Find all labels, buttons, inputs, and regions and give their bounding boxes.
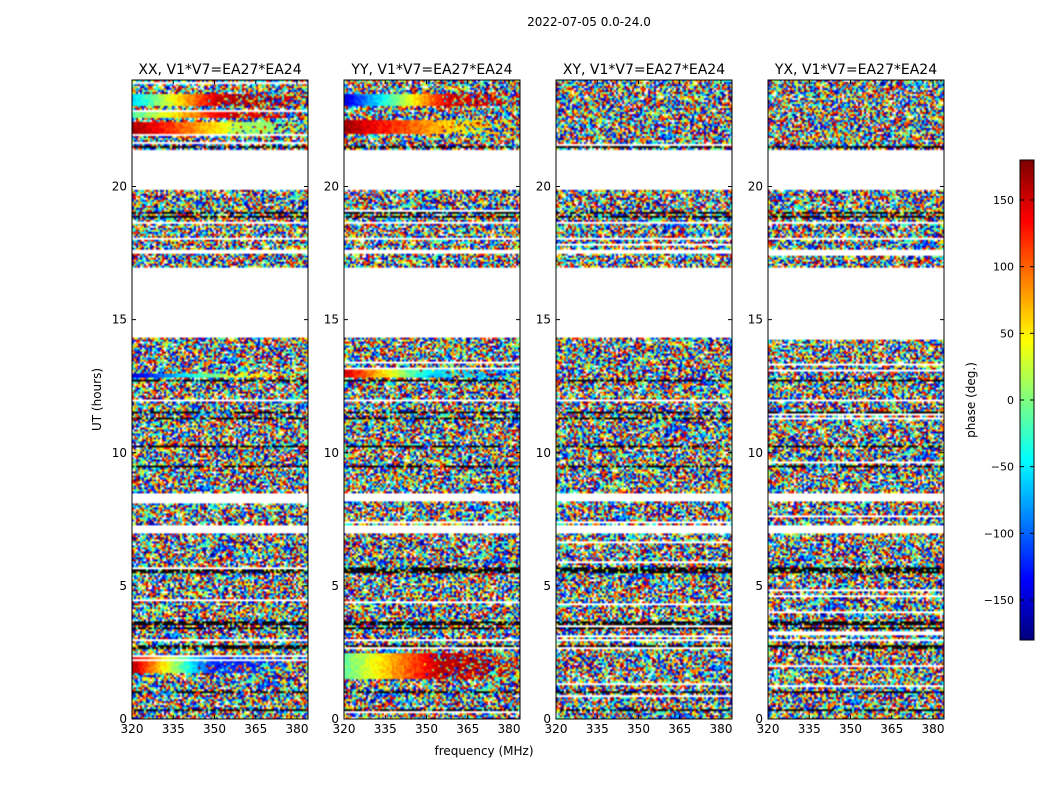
- heatmap-image: [768, 80, 944, 719]
- panel-title: XX, V1*V7=EA27*EA24: [138, 62, 301, 78]
- heatmap-image: [132, 80, 308, 719]
- y-tick-label: 5: [543, 579, 551, 593]
- colorbar-tick-label: 100: [993, 261, 1014, 274]
- y-tick-label: 20: [536, 180, 551, 194]
- y-tick-label: 0: [755, 712, 763, 726]
- panel-title: YX, V1*V7=EA27*EA24: [774, 62, 937, 78]
- colorbar-tick-label: −100: [984, 527, 1014, 540]
- y-tick-label: 10: [324, 446, 339, 460]
- heatmap-image: [344, 80, 520, 719]
- x-tick-label: 350: [839, 722, 862, 736]
- panel-2: XY, V1*V7=EA27*EA24 320 335 350 365 380 0 5 10 15…: [536, 62, 733, 736]
- x-tick-label: 350: [627, 722, 650, 736]
- panel-0: XX, V1*V7=EA27*EA24 320 335 350 365 380 0 5 10 15…: [90, 62, 309, 736]
- panel-3: YX, V1*V7=EA27*EA24 320 335 350 365 380 0 5 10 15…: [748, 62, 945, 736]
- y-tick-label: 0: [331, 712, 339, 726]
- x-tick-label: 380: [286, 722, 309, 736]
- x-tick-label: 335: [162, 722, 185, 736]
- y-tick-label: 15: [536, 313, 551, 327]
- x-tick-label: 380: [922, 722, 945, 736]
- x-tick-label: 350: [415, 722, 438, 736]
- x-tick-label: 335: [798, 722, 821, 736]
- colorbar-tick-label: −150: [984, 594, 1014, 607]
- x-tick-label: 350: [203, 722, 226, 736]
- panel-frame: [555, 79, 733, 720]
- y-tick-label: 20: [112, 180, 127, 194]
- colorbar-tick-label: 150: [993, 194, 1014, 207]
- panel-frame: [343, 79, 521, 720]
- figure-suptitle: 2022-07-05 0.0-24.0: [527, 15, 651, 29]
- y-tick-label: 5: [331, 579, 339, 593]
- colorbar-tick-label: 50: [1000, 327, 1014, 340]
- colorbar-ticks: 150 100 50 0 −50 −100 −150: [984, 194, 1034, 607]
- y-tick-label: 5: [119, 579, 127, 593]
- x-tick-label: 365: [668, 722, 691, 736]
- panel-frame: [767, 79, 945, 720]
- panel-title: XY, V1*V7=EA27*EA24: [563, 62, 725, 78]
- x-tick-label: 380: [498, 722, 521, 736]
- x-tick-label: 335: [374, 722, 397, 736]
- x-tick-label: 365: [244, 722, 267, 736]
- panel-title: YY, V1*V7=EA27*EA24: [350, 62, 512, 78]
- y-tick-label: 5: [755, 579, 763, 593]
- x-tick-label: 320: [333, 722, 356, 736]
- x-tick-label: 335: [586, 722, 609, 736]
- x-tick-label: 320: [757, 722, 780, 736]
- y-tick-label: 10: [748, 446, 763, 460]
- panels-group: XX, V1*V7=EA27*EA24 320 335 350 365 380 0 5 10 15…: [90, 62, 945, 758]
- x-tick-label: 380: [710, 722, 733, 736]
- heatmap-image: [556, 80, 732, 719]
- y-tick-label: 10: [536, 446, 551, 460]
- colorbar-tick-label: −50: [991, 461, 1014, 474]
- panel-1: YY, V1*V7=EA27*EA24 320 335 350 365 380 0 5 10 15…: [324, 62, 534, 758]
- x-tick-label: 320: [545, 722, 568, 736]
- y-tick-label: 0: [543, 712, 551, 726]
- colorbar: 150 100 50 0 −50 −100 −150 phase (deg.): [964, 159, 1035, 641]
- colorbar-tick-label: 0: [1007, 394, 1014, 407]
- colorbar-gradient: [1020, 160, 1034, 640]
- y-tick-label: 0: [119, 712, 127, 726]
- x-tick-label: 365: [880, 722, 903, 736]
- x-tick-label: 320: [121, 722, 144, 736]
- x-tick-label: 365: [456, 722, 479, 736]
- y-axis-label: UT (hours): [90, 368, 104, 431]
- y-tick-label: 20: [748, 180, 763, 194]
- x-axis-label: frequency (MHz): [434, 744, 533, 758]
- y-tick-label: 15: [324, 313, 339, 327]
- y-tick-label: 10: [112, 446, 127, 460]
- panel-frame: [131, 79, 309, 720]
- y-tick-label: 15: [112, 313, 127, 327]
- y-tick-label: 20: [324, 180, 339, 194]
- y-tick-label: 15: [748, 313, 763, 327]
- colorbar-label: phase (deg.): [964, 362, 978, 438]
